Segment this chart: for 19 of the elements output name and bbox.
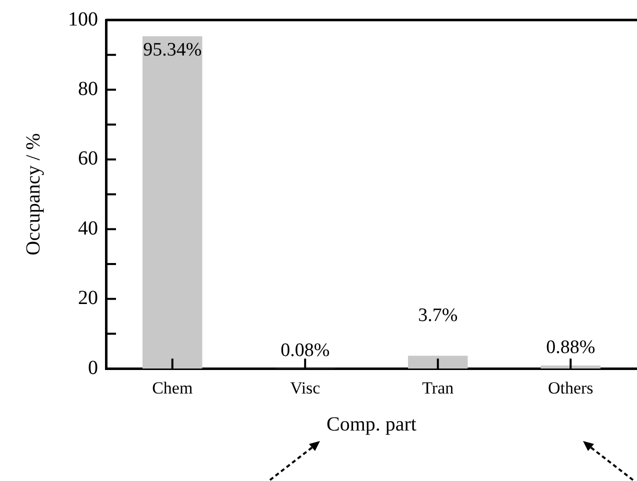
data-label: 0.08% [280,340,330,361]
y-tick-label: 0 [88,356,98,379]
bar [408,356,468,369]
y-tick-label: 60 [78,148,98,170]
y-tick-label: 20 [78,287,98,310]
y-tick-label: 100 [68,8,98,30]
data-label: 0.88% [546,337,596,358]
y-tick-label: 40 [78,217,98,240]
bar [142,36,202,369]
x-tick-label: Others [548,378,594,398]
x-tick-label: Tran [422,378,454,398]
bar [540,366,600,369]
y-tick-label: 80 [78,78,98,100]
x-tick-label: Chem [152,378,193,398]
data-label: 3.7% [418,305,458,326]
x-tick-label: Visc [290,378,321,398]
y-axis-title: Occupancy / % [22,133,44,256]
x-axis-title: Comp. part [326,413,417,436]
data-label: 95.34% [143,40,202,61]
